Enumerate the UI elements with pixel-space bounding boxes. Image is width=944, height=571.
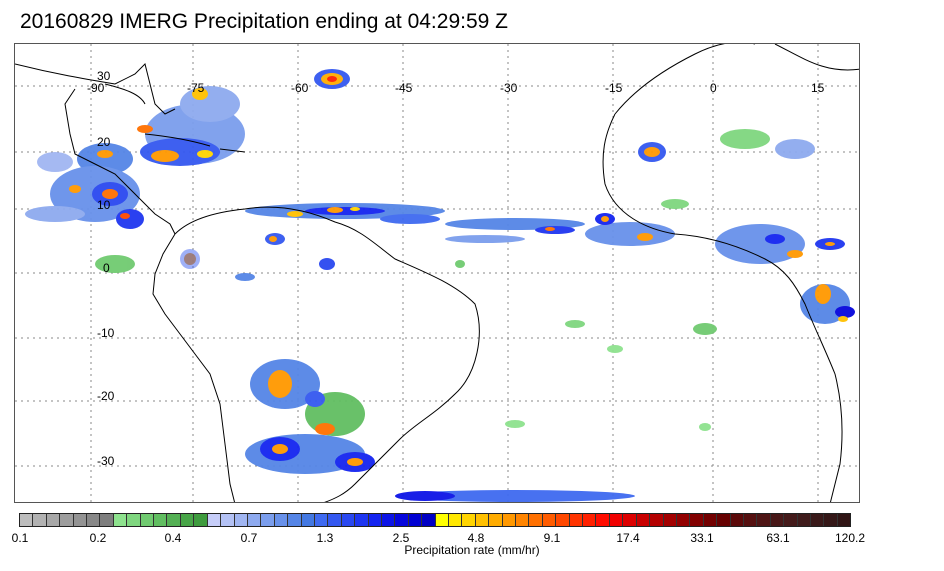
lon-label: -90 <box>87 81 105 95</box>
colorbar-tick: 2.5 <box>392 531 410 545</box>
colorbar-cell <box>623 514 637 526</box>
colorbar-cell <box>757 514 771 526</box>
colorbar-cell <box>87 514 101 526</box>
colorbar-cell <box>475 514 490 526</box>
lon-label: -15 <box>605 81 623 95</box>
map-canvas <box>15 44 859 502</box>
colorbar-tick: 9.1 <box>543 531 561 545</box>
colorbar-tick: 0.4 <box>164 531 182 545</box>
colorbar-cell <box>542 514 557 526</box>
colorbar-cell <box>341 514 356 526</box>
lat-label: 10 <box>97 198 111 212</box>
colorbar-cell <box>636 514 651 526</box>
colorbar-cell <box>650 514 664 526</box>
colorbar-cell <box>20 514 34 526</box>
map-title: 20160829 IMERG Precipitation ending at 0… <box>20 10 508 33</box>
colorbar-cell <box>609 514 624 526</box>
lat-label: 0 <box>103 261 110 275</box>
colorbar-cell <box>221 514 235 526</box>
colorbar-cell <box>583 514 597 526</box>
colorbar-cell <box>355 514 369 526</box>
colorbar-cell <box>730 514 744 526</box>
colorbar-cell <box>113 514 128 526</box>
colorbar-cell <box>797 514 811 526</box>
colorbar-cell <box>837 514 851 526</box>
lon-label: -30 <box>500 81 518 95</box>
precipitation-areas <box>25 69 855 502</box>
colorbar-label: Precipitation rate (mm/hr) <box>404 543 540 557</box>
colorbar-cell <box>207 514 222 526</box>
colorbar-cell <box>676 514 691 526</box>
colorbar-cell <box>234 514 248 526</box>
colorbar-cell <box>449 514 463 526</box>
colorbar-cell <box>596 514 610 526</box>
colorbar-cell <box>328 514 342 526</box>
lon-label: -45 <box>395 81 413 95</box>
lat-label: -30 <box>97 454 115 468</box>
colorbar-tick: 0.1 <box>11 531 29 545</box>
colorbar-cell <box>462 514 476 526</box>
colorbar-tick: 0.2 <box>89 531 107 545</box>
colorbar-cell <box>529 514 543 526</box>
lat-label: 30 <box>97 69 111 83</box>
colorbar-cell <box>408 514 423 526</box>
colorbar-cell <box>73 514 88 526</box>
lat-label: -10 <box>97 326 115 340</box>
colorbar-cell <box>167 514 181 526</box>
colorbar-cell <box>663 514 677 526</box>
colorbar-cell <box>516 514 530 526</box>
colorbar-cell <box>569 514 584 526</box>
colorbar-cell <box>154 514 168 526</box>
colorbar-cell <box>703 514 718 526</box>
colorbar-cell <box>422 514 436 526</box>
colorbar-cell <box>395 514 409 526</box>
colorbar-cell <box>368 514 382 526</box>
graticule <box>15 44 859 502</box>
colorbar-cell <box>288 514 302 526</box>
colorbar-cell <box>100 514 114 526</box>
colorbar-cell <box>127 514 141 526</box>
precipitation-colorbar <box>19 513 851 527</box>
colorbar-cell <box>381 514 396 526</box>
colorbar-cell <box>770 514 785 526</box>
lat-label: -20 <box>97 389 115 403</box>
precipitation-map: -90 -75 -60 -45 -30 -15 0 15 30 20 10 0 … <box>14 43 860 503</box>
colorbar-tick: 120.2 <box>834 531 866 545</box>
colorbar-cell <box>489 514 503 526</box>
lon-label: -75 <box>187 81 205 95</box>
colorbar-cell <box>247 514 262 526</box>
colorbar-tick: 33.1 <box>690 531 714 545</box>
lon-label: 15 <box>811 81 825 95</box>
colorbar-tick: 4.8 <box>467 531 485 545</box>
lon-label: -60 <box>291 81 309 95</box>
colorbar-cell <box>140 514 155 526</box>
colorbar-tick: 63.1 <box>766 531 790 545</box>
colorbar-tick: 17.4 <box>616 531 640 545</box>
colorbar-cell <box>274 514 289 526</box>
colorbar-cell <box>194 514 208 526</box>
colorbar-cell <box>60 514 74 526</box>
colorbar-cell <box>690 514 704 526</box>
colorbar-cell <box>810 514 825 526</box>
colorbar-cell <box>301 514 315 526</box>
lat-label: 20 <box>97 135 111 149</box>
colorbar-tick: 1.3 <box>316 531 334 545</box>
colorbar-cell <box>502 514 517 526</box>
colorbar-cell <box>435 514 449 526</box>
colorbar-cell <box>33 514 47 526</box>
colorbar-cell <box>180 514 195 526</box>
lon-label: 0 <box>710 81 717 95</box>
colorbar-cell <box>261 514 275 526</box>
coastlines <box>15 44 859 502</box>
colorbar-cell <box>784 514 798 526</box>
colorbar-cell <box>717 514 731 526</box>
colorbar-cell <box>556 514 570 526</box>
colorbar-cell <box>743 514 758 526</box>
colorbar-cell <box>314 514 329 526</box>
colorbar-cell <box>824 514 838 526</box>
colorbar-tick: 0.7 <box>240 531 258 545</box>
colorbar-cell <box>46 514 61 526</box>
